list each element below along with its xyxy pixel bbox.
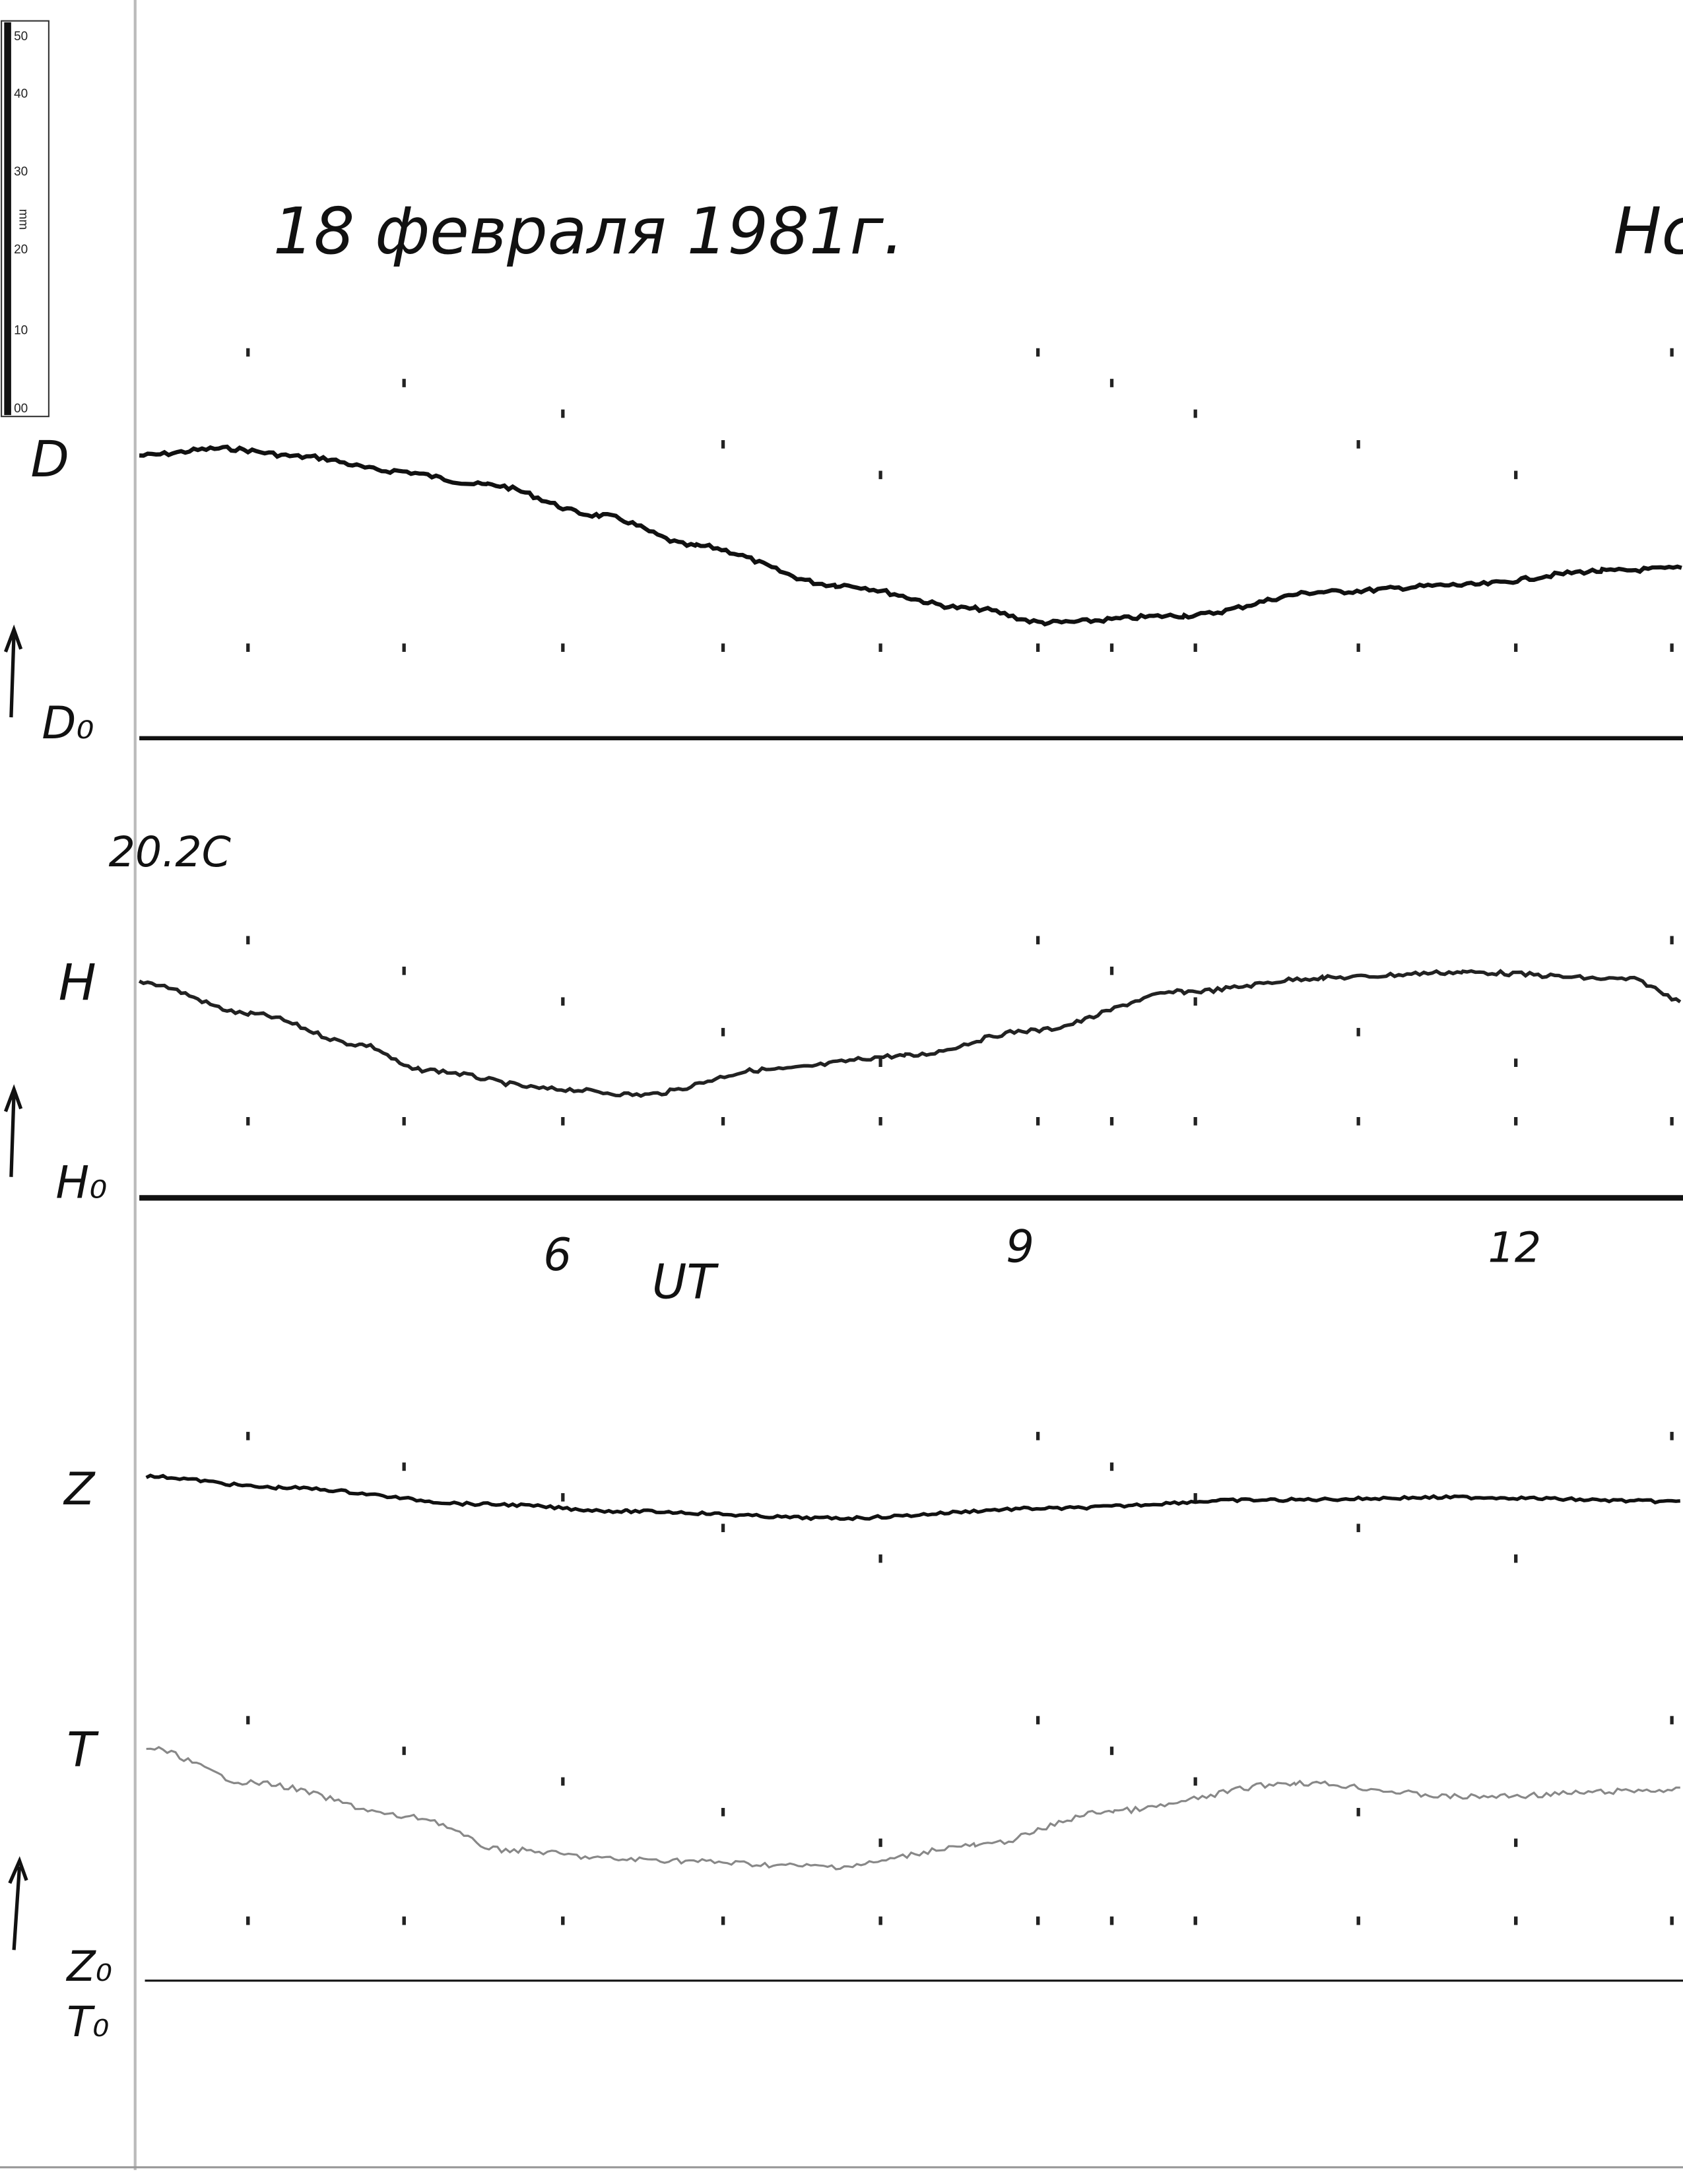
time-label: 6 bbox=[543, 1229, 572, 1281]
ruler-label: 00 bbox=[14, 402, 28, 416]
ruler-label: 10 bbox=[14, 324, 28, 338]
trace-label: H bbox=[59, 953, 96, 1012]
trace-curve bbox=[138, 969, 1682, 1099]
trace-label: T bbox=[67, 1722, 99, 1778]
trace-label: Z bbox=[63, 1463, 96, 1515]
station: Нс bbox=[1613, 194, 1683, 269]
ruler-label: 40 bbox=[14, 87, 28, 101]
arrow bbox=[8, 1856, 28, 1950]
time-label: 12 bbox=[1488, 1223, 1541, 1272]
scale-ruler: 50 40 30 20 10 00 mm bbox=[1, 20, 50, 418]
baseline-label: Z₀ bbox=[65, 1942, 112, 1991]
arrows bbox=[3, 624, 28, 1950]
trace-curve bbox=[139, 444, 1682, 627]
temperature-note: 20.2C bbox=[109, 827, 231, 876]
ruler-label: 50 bbox=[14, 30, 28, 44]
trace-label: D bbox=[30, 430, 69, 488]
baseline-label: T₀ bbox=[67, 1997, 109, 2046]
arrow bbox=[3, 1084, 23, 1177]
trace-curve bbox=[145, 1473, 1680, 1522]
title: 18 февраля 1981г. bbox=[273, 194, 904, 269]
traces bbox=[138, 444, 1682, 1871]
ruler-label: 20 bbox=[14, 243, 28, 257]
trace-curve bbox=[146, 1746, 1680, 1871]
ruler-bar bbox=[4, 22, 11, 416]
baseline-label: D₀ bbox=[42, 697, 94, 749]
ruler-label: 30 bbox=[14, 165, 28, 179]
hour-marks bbox=[246, 348, 1674, 1925]
baseline-label: H₀ bbox=[55, 1156, 107, 1208]
arrow bbox=[3, 624, 23, 718]
ruler-unit: mm bbox=[16, 209, 30, 230]
time-axis-title: UT bbox=[652, 1254, 719, 1309]
time-label: 9 bbox=[1006, 1221, 1034, 1273]
